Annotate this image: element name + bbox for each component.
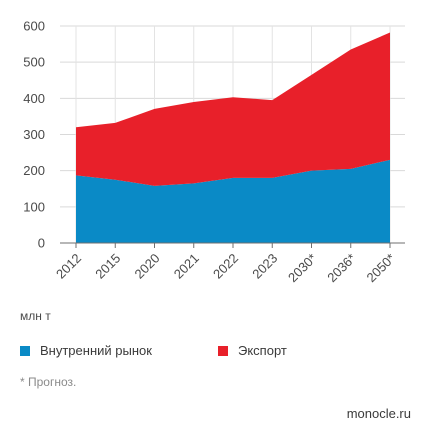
stacked-area-chart: 0 100 200 300 400 500 600 2012 2015 2020 2021 2022… (23, 19, 405, 286)
y-tick-label: 600 (23, 19, 45, 34)
x-tick-labels: 2012 2015 2020 2021 2022 2023 2030* 2036* 2050* (53, 251, 398, 286)
y-tick-label: 100 (23, 199, 45, 214)
area-series-0 (76, 159, 390, 243)
axes (60, 242, 405, 248)
y-tick-label: 500 (23, 55, 45, 70)
x-tick-label: 2020 (132, 251, 163, 282)
x-tick-label: 2023 (249, 251, 280, 282)
x-tick-label: 2036* (324, 251, 359, 286)
legend-item-export: Экспорт (218, 343, 287, 358)
chart-areas (76, 32, 390, 243)
y-tick-labels: 0 100 200 300 400 500 600 (23, 19, 45, 251)
legend-item-domestic: Внутренний рынок (20, 343, 152, 358)
y-tick-label: 200 (23, 163, 45, 178)
x-tick-label: 2050* (363, 251, 398, 286)
y-tick-label: 400 (23, 91, 45, 106)
source-label: monocle.ru (346, 406, 411, 421)
y-tick-label: 0 (38, 236, 45, 251)
x-tick-label: 2015 (92, 251, 123, 282)
unit-label: млн т (20, 309, 51, 323)
forecast-footnote: * Прогноз. (20, 375, 77, 389)
x-tick-label: 2021 (171, 251, 202, 282)
legend-label-export: Экспорт (238, 343, 287, 358)
x-tick-label: 2012 (53, 251, 84, 282)
x-tick-label: 2030* (285, 251, 320, 286)
legend-swatch-domestic (20, 345, 30, 356)
legend-label-domestic: Внутренний рынок (40, 343, 152, 358)
x-tick-label: 2022 (210, 251, 241, 282)
y-tick-label: 300 (23, 127, 45, 142)
legend-swatch-export (218, 345, 228, 356)
area-series-1 (76, 32, 390, 186)
